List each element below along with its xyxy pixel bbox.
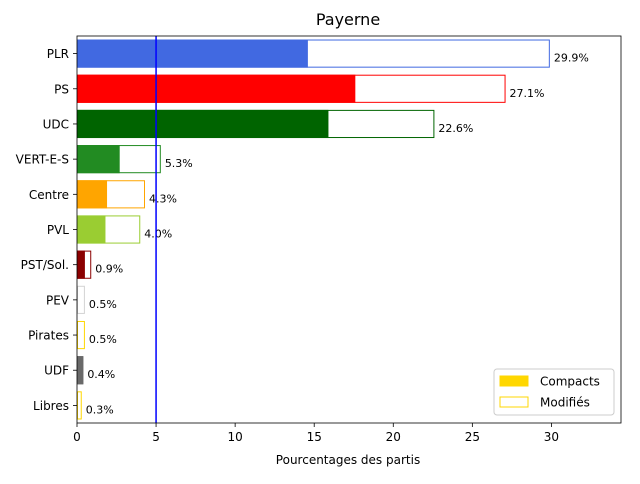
y-tick-label: Centre (29, 188, 69, 202)
value-label: 0.3% (86, 403, 114, 416)
y-tick-label: UDF (44, 364, 69, 378)
x-tick-label: 30 (544, 430, 559, 444)
x-tick-label: 5 (152, 430, 160, 444)
legend-label: Modifiés (540, 396, 590, 410)
x-tick-label: 15 (307, 430, 322, 444)
value-label: 27.1% (510, 87, 545, 100)
bar-compacts (77, 109, 329, 139)
bar-compacts (77, 250, 85, 279)
y-tick-label: PLR (47, 47, 69, 61)
x-tick-label: 0 (73, 430, 81, 444)
legend-swatch (499, 375, 529, 387)
y-tick-label: PST/Sol. (21, 258, 69, 272)
value-label: 22.6% (438, 122, 473, 135)
value-label: 0.9% (95, 263, 123, 276)
bar-compacts (77, 145, 120, 174)
value-label: 4.0% (144, 228, 172, 241)
plot-area: 29.9% PLR 27.1% PS 22.6% UDC 5.3% VERT-E-S 4.3% C… (16, 35, 622, 444)
bar-modifies (77, 391, 82, 420)
y-tick-label: Pirates (28, 329, 69, 343)
axes-frame (76, 35, 622, 424)
y-tick-label: PS (54, 82, 69, 96)
y-tick-label: PVL (47, 223, 69, 237)
value-label: 29.9% (554, 52, 589, 65)
bar-compacts (77, 39, 308, 68)
x-tick-label: 10 (227, 430, 242, 444)
y-tick-label: PEV (46, 293, 70, 307)
x-tick-label: 25 (465, 430, 480, 444)
value-label: 0.5% (89, 333, 117, 346)
legend: Compacts Modifiés (493, 368, 615, 416)
bar-compacts (77, 356, 84, 385)
y-tick-label: VERT-E-S (16, 153, 69, 167)
value-label: 5.3% (165, 157, 193, 170)
x-axis-label: Pourcentages des partis (276, 453, 420, 467)
legend-label: Compacts (540, 375, 600, 389)
bar-compacts (77, 180, 108, 209)
bar-compacts (77, 74, 356, 103)
x-tick-label: 20 (386, 430, 401, 444)
value-label: 0.4% (87, 368, 115, 381)
y-tick-label: UDC (43, 117, 69, 131)
bar-modifies (77, 320, 85, 350)
value-label: 4.3% (149, 192, 177, 205)
bar-compacts (77, 215, 106, 244)
chart-title: Payerne (316, 10, 380, 29)
value-label: 0.5% (89, 298, 117, 311)
bar-modifies (77, 285, 85, 314)
legend-swatch (499, 396, 529, 408)
y-tick-label: Libres (33, 399, 69, 413)
